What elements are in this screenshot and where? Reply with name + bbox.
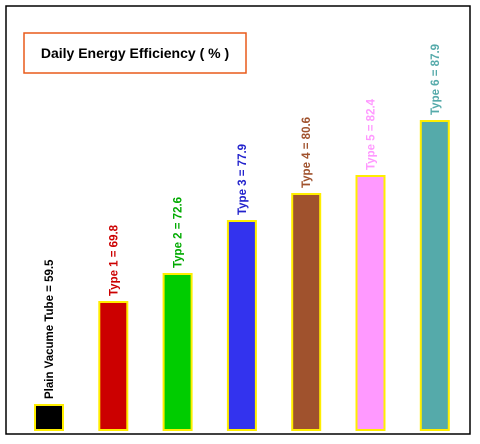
bars-group (34, 120, 450, 431)
bar-label-1: Plain Vacume Tube = 59.5 (44, 259, 56, 399)
bar-label-3: Type 2 = 72.6 (173, 197, 185, 268)
bar-label-7: Type 6 = 87.9 (430, 44, 442, 115)
bar-label-2: Type 1 = 69.8 (108, 224, 120, 296)
bar-4 (226, 220, 257, 431)
bar-label-5: Type 4 = 80.6 (301, 117, 313, 188)
bar-label-6: Type 5 = 82.4 (366, 98, 378, 170)
bar-7 (419, 120, 450, 431)
labels-group: Plain Vacume Tube = 59.5 Type 1 = 69.8 Typ… (44, 44, 442, 399)
bar-1 (34, 404, 64, 431)
title-box (23, 32, 247, 74)
bar-3 (162, 273, 193, 431)
bar-2 (98, 301, 129, 431)
bar-6 (355, 175, 386, 431)
bar-label-4: Type 3 = 77.9 (237, 144, 249, 215)
bar-5 (291, 193, 322, 431)
chart-title: Daily Energy Efficiency ( % ) (41, 45, 229, 61)
